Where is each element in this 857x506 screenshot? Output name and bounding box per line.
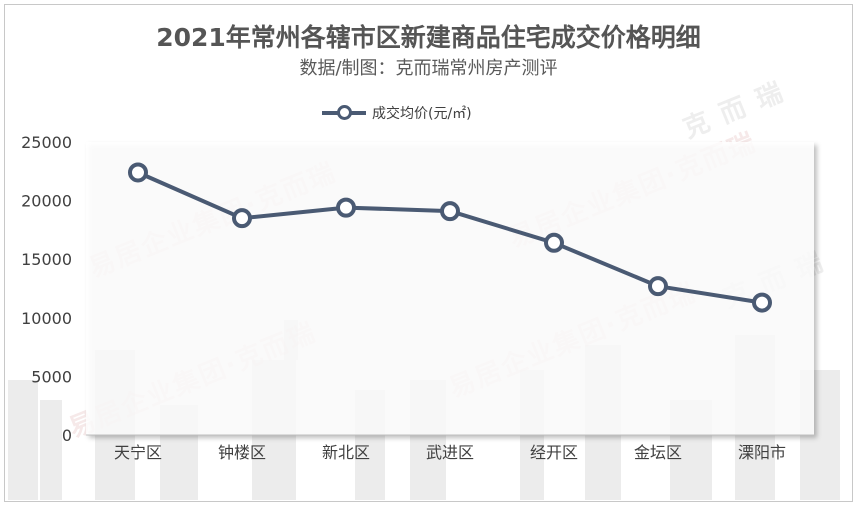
- legend-line-swatch: [322, 105, 366, 120]
- legend-label: 成交均价(元/㎡): [372, 106, 472, 122]
- data-point: [648, 276, 668, 297]
- chart-title: 2021年常州各辖市区新建商品住宅成交价格明细: [156, 23, 701, 52]
- x-tick-label: 溧阳市: [738, 443, 786, 462]
- legend-marker-icon: [337, 105, 352, 120]
- data-point: [544, 232, 564, 253]
- x-tick-label: 经开区: [530, 443, 578, 462]
- x-tick-label: 天宁区: [114, 443, 162, 462]
- y-tick-label: 0: [62, 426, 72, 445]
- y-tick-label: 10000: [21, 309, 72, 328]
- data-point: [440, 201, 460, 222]
- y-tick-label: 15000: [21, 250, 72, 269]
- x-tick-label: 武进区: [426, 443, 474, 462]
- x-tick-label: 钟楼区: [218, 443, 266, 462]
- plot-area: [86, 142, 814, 435]
- x-tick-label: 新北区: [322, 443, 370, 462]
- y-tick-label: 20000: [21, 192, 72, 211]
- y-tick-label: 25000: [21, 133, 72, 152]
- x-tick-label: 金坛区: [634, 443, 682, 462]
- data-point: [232, 208, 252, 229]
- chart-legend: 成交均价(元/㎡): [322, 102, 472, 124]
- data-point: [128, 162, 148, 183]
- chart-subtitle: 数据/制图：克而瑞常州房产测评: [299, 58, 558, 79]
- data-point: [752, 292, 772, 313]
- y-tick-label: 5000: [31, 367, 72, 386]
- data-point: [336, 197, 356, 218]
